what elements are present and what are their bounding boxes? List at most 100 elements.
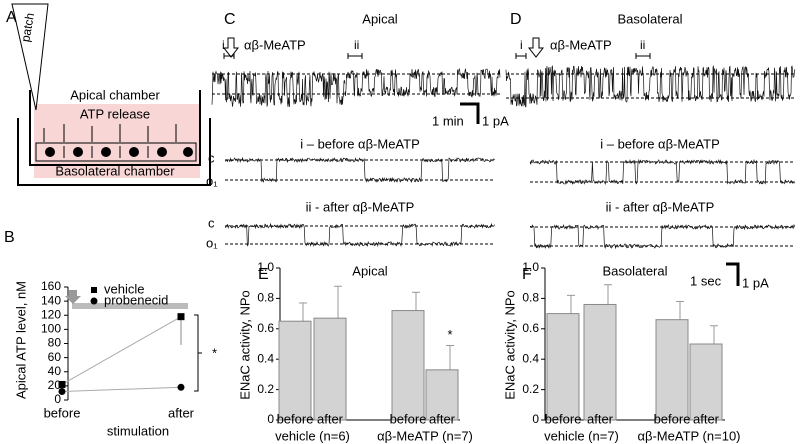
y-tick-label: 0 bbox=[54, 392, 61, 406]
y-axis-label: ENaC activity, NPo bbox=[502, 290, 517, 400]
segment-title: i – before αβ-MeATP bbox=[300, 136, 420, 151]
annotation: * bbox=[212, 345, 217, 360]
patch-pipette bbox=[11, 3, 49, 111]
open-label: o₁ bbox=[206, 173, 218, 188]
scale-current: 1 pA bbox=[482, 113, 509, 128]
series-line bbox=[61, 386, 182, 393]
x-tick-label: before bbox=[545, 411, 582, 426]
y-tick-label: 1.0 bbox=[257, 260, 274, 274]
bar bbox=[425, 369, 459, 421]
chart-title: Basolateral bbox=[602, 263, 667, 278]
segment-marker: ii bbox=[354, 38, 359, 52]
drug-label: αβ-MeATP bbox=[550, 37, 612, 52]
y-tick-label: 0 bbox=[267, 412, 274, 426]
bar bbox=[546, 313, 580, 421]
x-tick-label: before bbox=[44, 405, 81, 420]
panel-label: B bbox=[4, 229, 15, 246]
y-tick-label: 0.8 bbox=[257, 291, 274, 305]
trace-title: Apical bbox=[362, 11, 398, 26]
bar bbox=[583, 303, 617, 421]
x-tick-label: before bbox=[654, 411, 691, 426]
panel-c: C Apical i ii αβ-MeATP 1 min 1 pA i – be… bbox=[206, 11, 509, 250]
outer-well bbox=[17, 118, 211, 186]
open-label: o₁ bbox=[206, 235, 218, 250]
y-tick-label: 0.4 bbox=[257, 351, 274, 365]
x-axis-label: stimulation bbox=[107, 423, 169, 438]
segment-marker: i bbox=[520, 38, 523, 52]
basolateral-chamber-label: Basolateral chamber bbox=[55, 163, 175, 178]
data-point bbox=[58, 388, 66, 396]
current-trace bbox=[211, 70, 346, 107]
y-tick-label: 160 bbox=[41, 279, 61, 293]
legend-label: probenecid bbox=[104, 292, 168, 307]
segment-bracket bbox=[347, 53, 363, 59]
y-tick-label: 40 bbox=[48, 364, 62, 378]
legend-marker bbox=[90, 297, 98, 305]
group-label: vehicle (n=7) bbox=[544, 428, 619, 443]
panel-label: D bbox=[510, 11, 522, 28]
closed-label: c bbox=[208, 150, 215, 165]
y-tick-label: 0 bbox=[532, 412, 539, 426]
current-trace bbox=[529, 158, 796, 186]
y-axis-label: Apical ATP level, nM bbox=[13, 281, 28, 399]
current-trace bbox=[224, 222, 495, 248]
release-label: ATP release bbox=[80, 106, 150, 121]
segment-title: ii - after αβ-MeATP bbox=[306, 199, 415, 214]
segment-bracket bbox=[515, 53, 527, 59]
y-tick-label: 80 bbox=[48, 336, 62, 350]
y-tick-label: 0.2 bbox=[257, 382, 274, 396]
y-tick-label: 0.8 bbox=[522, 291, 539, 305]
apical-chamber-label: Apical chamber bbox=[70, 87, 160, 102]
bar bbox=[313, 317, 347, 421]
y-tick-label: 20 bbox=[48, 378, 62, 392]
group-label: vehicle (n=6) bbox=[275, 428, 350, 443]
y-tick-label: 100 bbox=[41, 322, 61, 336]
y-tick-label: 0.2 bbox=[522, 382, 539, 396]
current-trace bbox=[505, 68, 541, 108]
scale-current: 1 pA bbox=[742, 275, 769, 290]
segment-title: ii - after αβ-MeATP bbox=[606, 199, 715, 214]
y-tick-label: 140 bbox=[41, 293, 61, 307]
segment-title: i – before αβ-MeATP bbox=[600, 136, 720, 151]
x-tick-label: after bbox=[693, 411, 720, 426]
drug-arrow bbox=[222, 37, 240, 58]
x-tick-label: after bbox=[587, 411, 614, 426]
legend-band bbox=[72, 303, 188, 309]
insert bbox=[29, 90, 201, 166]
segment-bracket bbox=[223, 53, 235, 59]
panel-label: A bbox=[6, 9, 17, 26]
annotation: * bbox=[447, 327, 452, 342]
bar bbox=[689, 343, 723, 421]
chart-title: Apical bbox=[352, 263, 388, 278]
current-trace bbox=[539, 65, 796, 103]
drug-label: αβ-MeATP bbox=[244, 37, 306, 52]
scale-bar bbox=[726, 262, 740, 286]
current-trace bbox=[344, 67, 501, 98]
bar bbox=[391, 310, 425, 421]
significance-bracket bbox=[194, 314, 202, 392]
y-tick-label: 1.0 bbox=[522, 260, 539, 274]
release-arrows bbox=[43, 124, 177, 158]
series-line bbox=[61, 316, 182, 385]
segment-marker: i bbox=[222, 38, 225, 52]
x-tick-label: after bbox=[317, 411, 344, 426]
panel-label: E bbox=[258, 266, 269, 283]
panel-d: D Basolateral i ii αβ-MeATP 1 sec 1 pA i… bbox=[510, 11, 769, 290]
y-tick-label: 0.6 bbox=[522, 321, 539, 335]
current-trace bbox=[530, 223, 796, 250]
y-tick-label: 0.6 bbox=[257, 321, 274, 335]
cells bbox=[35, 142, 197, 162]
x-tick-label: before bbox=[390, 411, 427, 426]
legend-label: vehicle bbox=[104, 281, 144, 296]
apical-medium bbox=[34, 104, 200, 162]
legend-marker bbox=[91, 287, 97, 293]
data-point bbox=[177, 383, 185, 391]
scale-time: 1 sec bbox=[690, 273, 722, 288]
segment-bracket bbox=[635, 53, 651, 59]
group-label: αβ-MeATP (n=10) bbox=[637, 428, 740, 443]
bar bbox=[278, 320, 312, 421]
segment-marker: ii bbox=[640, 38, 645, 52]
scale-time: 1 min bbox=[432, 113, 464, 128]
scale-bar bbox=[460, 102, 480, 124]
